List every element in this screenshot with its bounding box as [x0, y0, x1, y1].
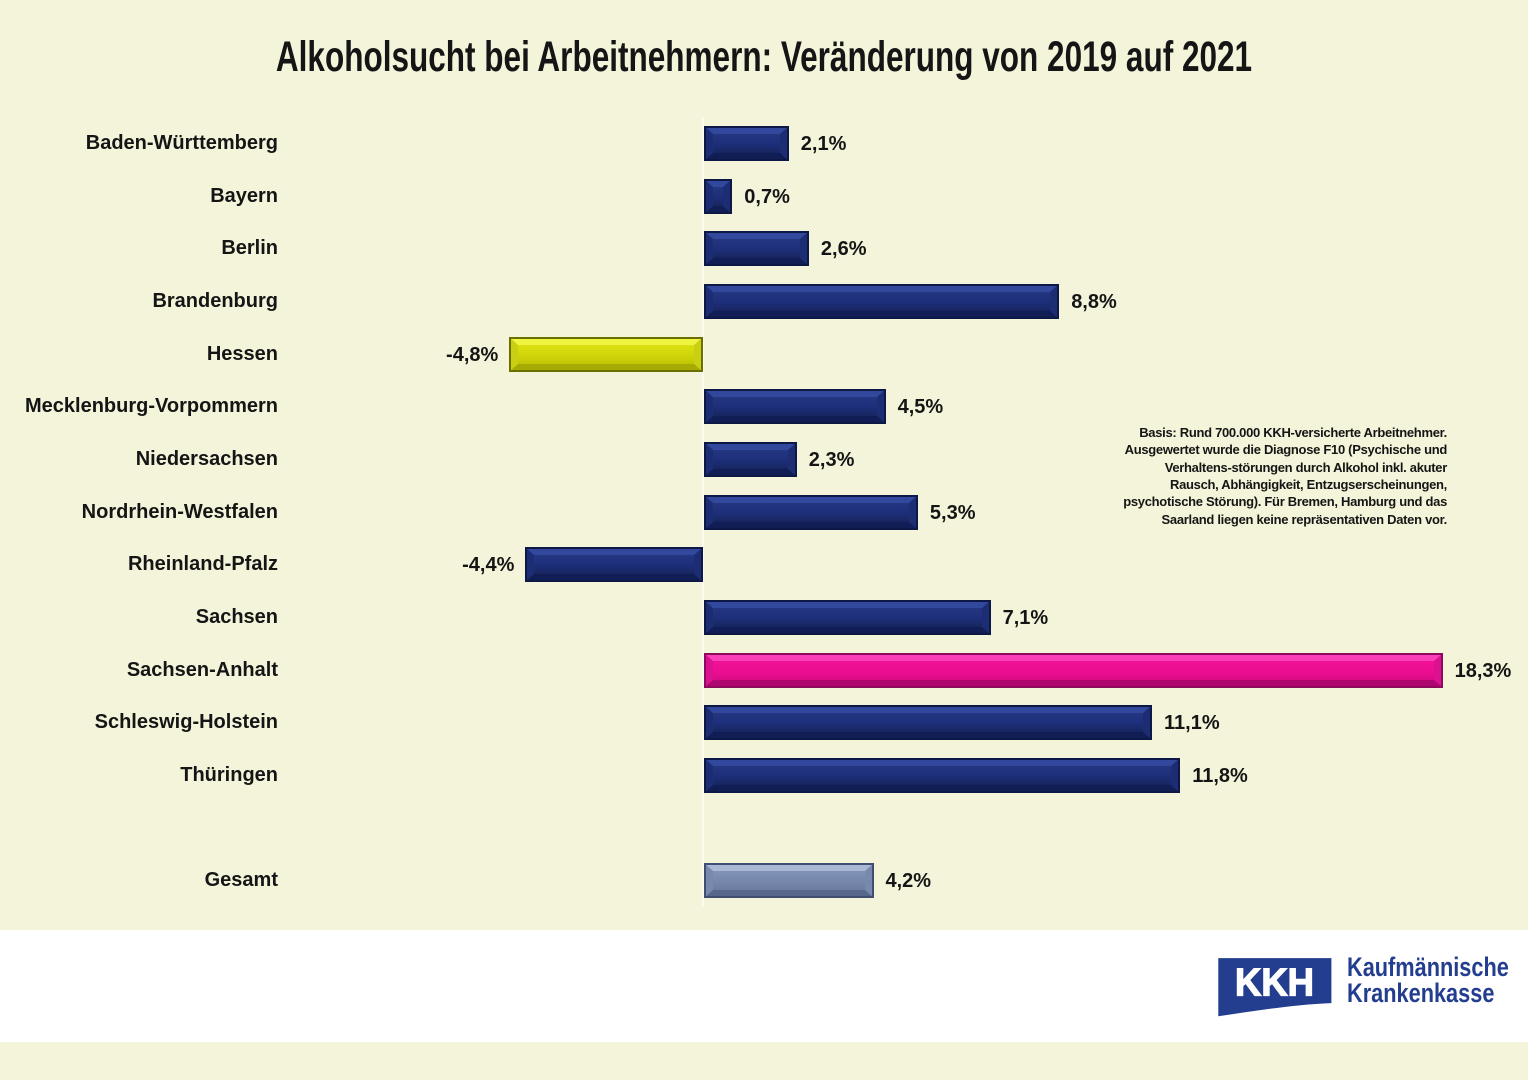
- svg-text:KKH: KKH: [1235, 961, 1314, 1004]
